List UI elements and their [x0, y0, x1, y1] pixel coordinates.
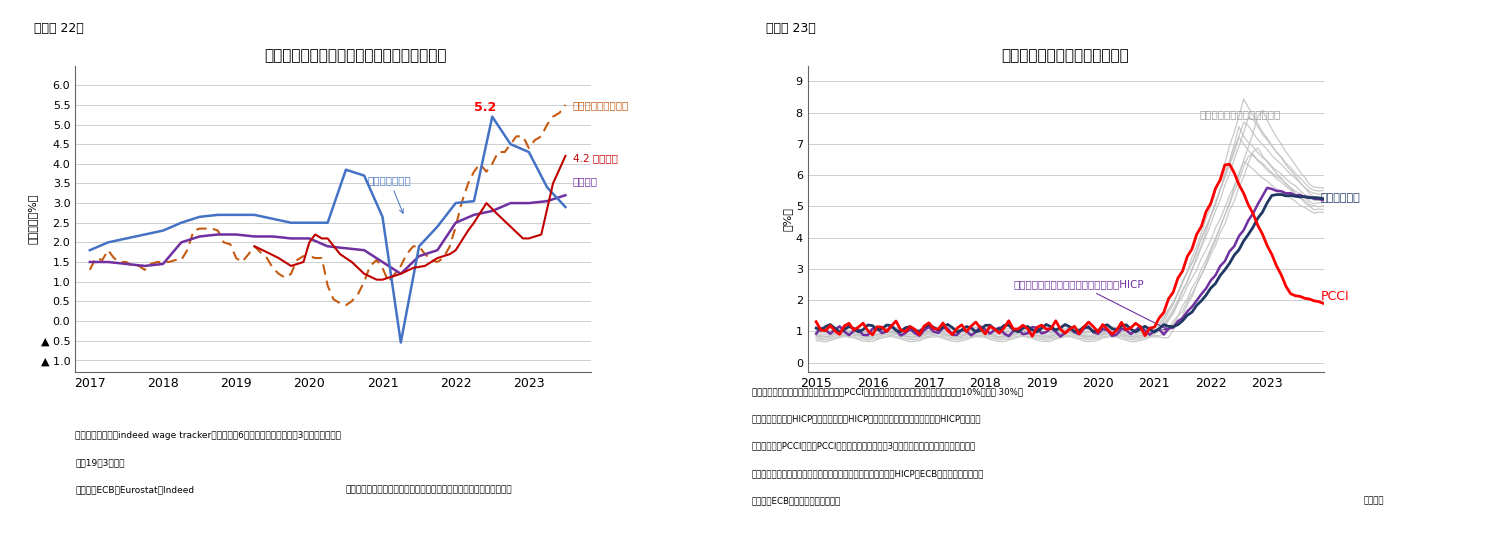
Text: 時間当たり賃金: 時間当たり賃金 — [368, 176, 412, 213]
Text: 19年3月から: 19年3月から — [75, 458, 125, 467]
Y-axis label: （伸び率、%）: （伸び率、%） — [29, 194, 38, 244]
Text: （資料）ECB、Eurostat、Indeed: （資料）ECB、Eurostat、Indeed — [75, 485, 194, 494]
Text: 域内インフレおよびエネ・食料・航空旅行・衣服等を除くHICPはECBを参考に筆者が作成: 域内インフレおよびエネ・食料・航空旅行・衣服等を除くHICPはECBを参考に筆者… — [752, 469, 985, 478]
Text: エネ・食料・航空旅行・衣服等を除くHICP: エネ・食料・航空旅行・衣服等を除くHICP — [1014, 280, 1167, 329]
Text: 域内インフレ: 域内インフレ — [1321, 194, 1361, 203]
Text: 4.2 求人賃金: 4.2 求人賃金 — [573, 153, 618, 163]
Text: （月次）: （月次） — [1363, 496, 1384, 505]
Text: （注）求人賃金はindeed wage tracker（ユーロ圏6か国）の前年同月比の3か月移動平均で: （注）求人賃金はindeed wage tracker（ユーロ圏6か国）の前年同… — [75, 430, 341, 440]
Y-axis label: （%）: （%） — [784, 207, 793, 231]
Text: （サービス物価・求人賃金：月次、妥結賃金・時間当たり：四半期）: （サービス物価・求人賃金：月次、妥結賃金・時間当たり：四半期） — [346, 485, 513, 494]
Text: ユーロ圏の賃金上昇率・サービス物価上昇率: ユーロ圏の賃金上昇率・サービス物価上昇率 — [265, 48, 447, 63]
Title: ユーロ圏の基調的インフレ指標: ユーロ圏の基調的インフレ指標 — [1002, 48, 1130, 63]
Text: （注）その他の基調的インフレ指標は、PCCI（エネ除く）、スーパーコア、刷込平均（10%および 30%）: （注）その他の基調的インフレ指標は、PCCI（エネ除く）、スーパーコア、刷込平均… — [752, 387, 1023, 396]
Text: 伸び率はPCCI、コアPCCIは前月比（年換算）の3か月移動平均、その他は前年同比。: 伸び率はPCCI、コアPCCIは前月比（年換算）の3か月移動平均、その他は前年同… — [752, 441, 976, 451]
Text: 加重中央値、HICP（エネ除く）、HICP（エネ・加工食品除く）、コアHICPを記載。: 加重中央値、HICP（エネ除く）、HICP（エネ・加工食品除く）、コアHICPを… — [752, 414, 982, 423]
Text: （図表 22）: （図表 22） — [35, 22, 84, 35]
Text: （図表 23）: （図表 23） — [767, 22, 817, 35]
Text: サービス物価上昇率: サービス物価上昇率 — [573, 100, 629, 110]
Text: その他の基調的インフレ指標: その他の基調的インフレ指標 — [1200, 109, 1281, 119]
Text: （資料）ECB、ニッセイ基礎研究所: （資料）ECB、ニッセイ基礎研究所 — [752, 496, 841, 505]
Text: 妥結賃金: 妥結賃金 — [573, 177, 597, 187]
Text: PCCI: PCCI — [1321, 290, 1349, 304]
Text: 5.2: 5.2 — [474, 101, 496, 114]
